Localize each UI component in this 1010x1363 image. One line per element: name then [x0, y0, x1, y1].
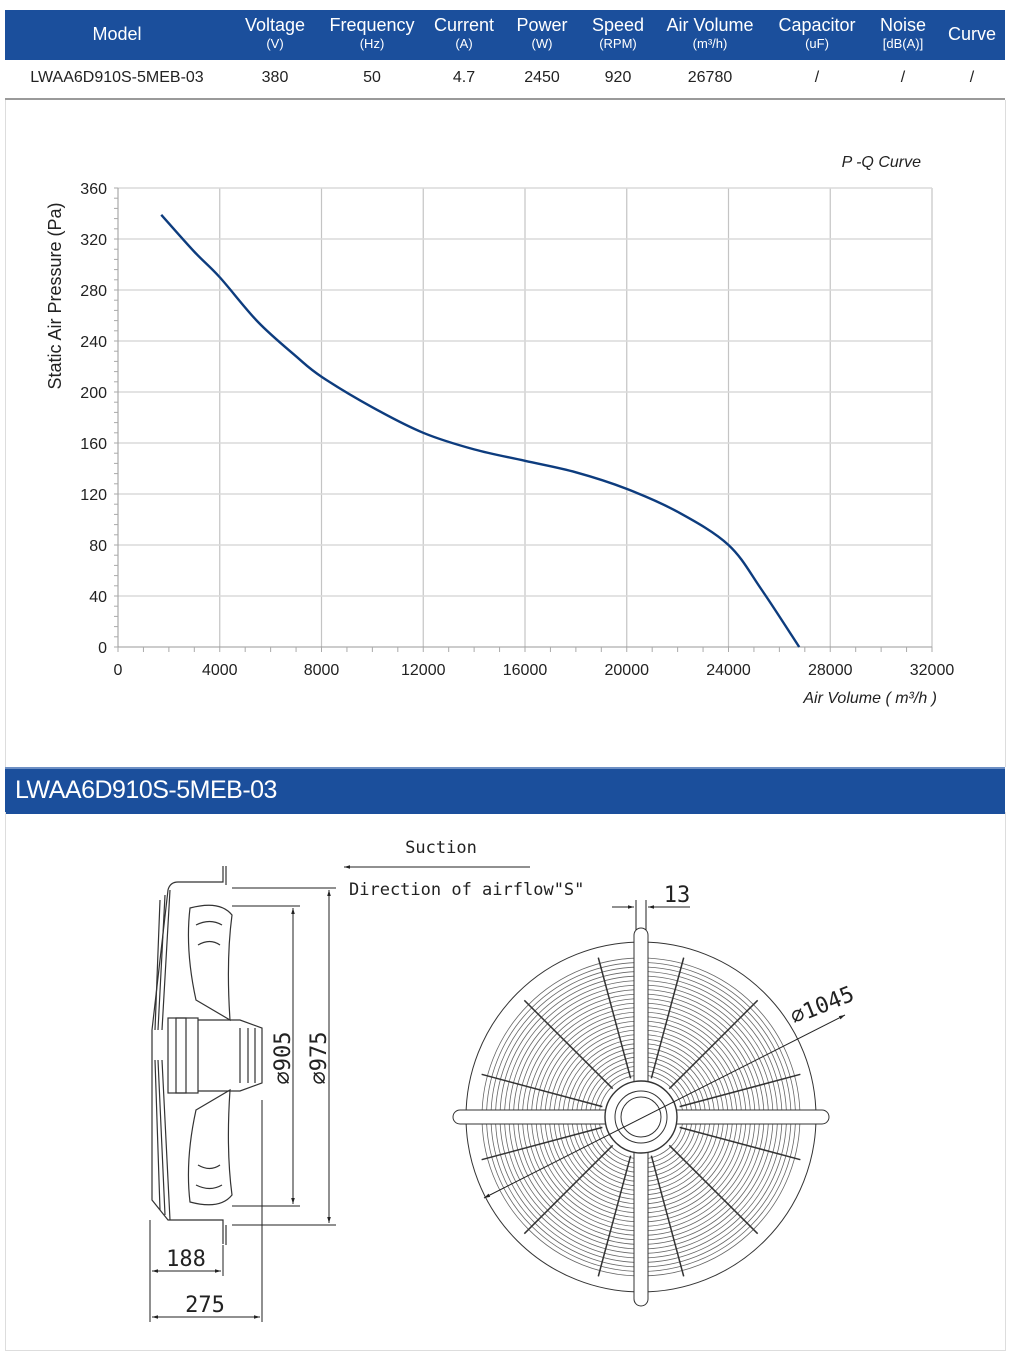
cell-voltage: 380 — [261, 69, 289, 86]
suction-label: Suction — [405, 838, 477, 858]
header-noise: Noise [dB(A)] — [879, 15, 927, 51]
x-tick-label: 4000 — [202, 662, 238, 679]
dim-1045: ⌀1045 — [787, 982, 858, 1030]
cell-speed: 920 — [604, 69, 632, 86]
y-tick-label: 320 — [80, 232, 107, 249]
guard-spoke — [668, 999, 759, 1090]
hub-outer — [604, 1080, 678, 1154]
x-tick-label: 8000 — [304, 662, 340, 679]
model-banner: LWAA6D910S-5MEB-03 — [5, 767, 1005, 814]
x-tick-label: 32000 — [910, 662, 955, 679]
x-axis-label: Air Volume ( m³/h ) — [802, 690, 937, 707]
side-dimensions — [149, 887, 336, 1322]
dim-188: 188 — [166, 1247, 206, 1272]
airflow-direction-label: Direction of airflow"S" — [349, 880, 584, 900]
header-air-volume: Air Volume (m³/h) — [666, 15, 754, 51]
chart-title: P -Q Curve — [842, 154, 922, 171]
cell-air-volume: 26780 — [687, 69, 733, 86]
x-tick-label: 20000 — [605, 662, 650, 679]
x-tick-label: 24000 — [706, 662, 751, 679]
guard-spoke — [668, 1144, 759, 1235]
guard-spoke — [523, 1144, 614, 1235]
y-tick-label: 80 — [89, 538, 107, 555]
x-tick-label: 0 — [114, 662, 123, 679]
spec-table-header: Model Voltage (V) Frequency (Hz) Current (A… — [5, 10, 1005, 60]
fan-front-view — [452, 927, 830, 1307]
x-tick-label: 16000 — [503, 662, 548, 679]
dim-275: 275 — [185, 1293, 225, 1318]
fan-side-view — [151, 866, 263, 1245]
y-tick-label: 40 — [89, 589, 107, 606]
spec-table-row: LWAA6D910S-5MEB-03 380 50 4.7 2450 920 2… — [5, 60, 1005, 100]
y-tick-label: 280 — [80, 283, 107, 300]
header-voltage: Voltage (V) — [244, 15, 306, 51]
chart-ticks — [114, 187, 933, 652]
drawing-frame — [5, 812, 1006, 1351]
cell-power: 2450 — [524, 69, 560, 86]
banner-title: LWAA6D910S-5MEB-03 — [15, 776, 277, 804]
y-axis-label: Static Air Pressure (Pa) — [45, 202, 65, 389]
y-tick-label: 120 — [80, 487, 107, 504]
technical-drawing: Suction Direction of airflow"S" — [149, 838, 858, 1322]
chart-tick-labels: 0 4000 8000 12000 16000 20000 24000 28000 32000 0… — [80, 181, 954, 679]
x-tick-label: 12000 — [401, 662, 446, 679]
header-capacitor: Capacitor (uF) — [778, 15, 856, 51]
front-dimensions — [483, 900, 846, 1199]
dim-905: ⌀905 — [271, 1032, 296, 1085]
cell-capacitor: / — [814, 69, 820, 86]
header-current: Current (A) — [433, 15, 495, 51]
chart-grid — [117, 187, 933, 648]
cell-model: LWAA6D910S-5MEB-03 — [30, 69, 204, 86]
header-power: Power (W) — [516, 15, 568, 51]
cell-curve: / — [969, 69, 975, 86]
chart-frame — [5, 100, 1006, 767]
cell-noise: / — [900, 69, 906, 86]
pq-curve-chart: 0 4000 8000 12000 16000 20000 24000 28000 32000 0… — [45, 154, 954, 707]
cell-current: 4.7 — [452, 69, 476, 86]
header-model: Model — [92, 24, 142, 44]
header-curve: Curve — [947, 24, 997, 44]
dim-975: ⌀975 — [307, 1032, 332, 1085]
y-tick-label: 0 — [98, 640, 107, 657]
pq-curve-line — [160, 213, 801, 648]
guard-spoke — [523, 999, 614, 1090]
y-tick-label: 240 — [80, 334, 107, 351]
header-speed: Speed (RPM) — [591, 15, 645, 51]
y-tick-label: 200 — [80, 385, 107, 402]
dim-13: 13 — [664, 883, 691, 908]
x-tick-label: 28000 — [808, 662, 853, 679]
header-frequency: Frequency (Hz) — [329, 15, 415, 51]
cell-frequency: 50 — [363, 69, 381, 86]
y-tick-label: 160 — [80, 436, 107, 453]
y-tick-label: 360 — [80, 181, 107, 198]
